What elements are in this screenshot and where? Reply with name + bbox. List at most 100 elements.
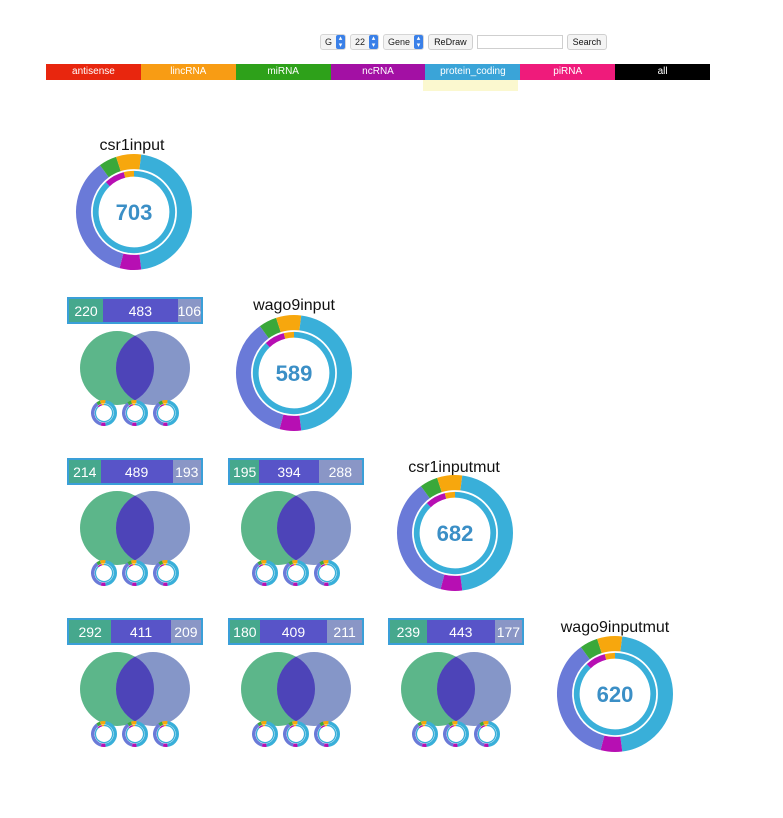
- donut-outer-segment: [417, 721, 423, 727]
- mini-donut[interactable]: [283, 559, 309, 586]
- mini-donut[interactable]: [153, 399, 179, 426]
- letter-select-value: G: [325, 37, 333, 47]
- comparison-count-bar[interactable]: 195 394 288: [228, 458, 364, 485]
- donut-outer-segment: [314, 723, 325, 747]
- venn-diagram[interactable]: [80, 491, 190, 586]
- donut-outer-segment: [122, 562, 133, 586]
- mini-donut[interactable]: [153, 559, 179, 586]
- venn-diagram[interactable]: [241, 491, 351, 586]
- mini-donut[interactable]: [91, 720, 117, 747]
- comparison-count-bar[interactable]: 214 489 193: [67, 458, 203, 485]
- mini-donut[interactable]: [314, 720, 340, 747]
- donut-outer-segment: [420, 477, 443, 499]
- donut-inner-segment: [159, 564, 165, 568]
- donut-outer-segment: [158, 560, 164, 566]
- venn-right-circle: [277, 652, 351, 726]
- donut-outer-segment: [158, 400, 164, 406]
- venn-diagram[interactable]: [241, 652, 351, 747]
- donut-outer-segment: [291, 721, 297, 725]
- venn-left-circle: [80, 652, 154, 726]
- comparison-count-bar[interactable]: 180 409 211: [228, 618, 364, 645]
- donut-inner-segment: [94, 563, 114, 583]
- mini-donut[interactable]: [283, 720, 309, 747]
- mini-donut[interactable]: [91, 559, 117, 586]
- count-shared: 411: [111, 620, 171, 643]
- sample-title-csr1input: csr1input: [99, 137, 165, 154]
- rna-type-bar: antisense lincRNA miRNA ncRNA protein_co…: [46, 64, 711, 80]
- mini-donut[interactable]: [474, 720, 500, 747]
- donut-inner-segment: [289, 725, 295, 729]
- donut-outer-segment: [437, 475, 456, 493]
- donut-inner-segment: [586, 654, 607, 669]
- mini-donut[interactable]: [122, 559, 148, 586]
- count-left: 292: [69, 620, 112, 643]
- mode-select[interactable]: Gene ▴ ▾: [383, 34, 425, 50]
- mini-donut[interactable]: [314, 559, 340, 586]
- comparison-count-bar[interactable]: 239 443 177: [388, 618, 524, 645]
- donut-inner-segment: [415, 724, 435, 744]
- donut-inner-segment: [317, 563, 337, 583]
- donut-outer-segment: [99, 560, 105, 564]
- mini-donut[interactable]: [122, 399, 148, 426]
- venn-left-circle: [401, 652, 475, 726]
- venn-diagram[interactable]: [80, 331, 190, 426]
- chevron-updown-icon: ▴ ▾: [414, 35, 424, 49]
- sample-title-wago9input: wago9input: [253, 297, 335, 314]
- type-antisense[interactable]: antisense: [46, 64, 141, 80]
- number-select[interactable]: 22 ▴ ▾: [350, 34, 380, 50]
- type-lincrna[interactable]: lincRNA: [140, 64, 236, 80]
- venn-left-circle: [80, 491, 154, 565]
- venn-right-circle: [116, 331, 190, 405]
- redraw-button[interactable]: ReDraw: [428, 34, 473, 50]
- sample-title-csr1inputmut: csr1inputmut: [408, 459, 500, 476]
- mini-donut[interactable]: [122, 720, 148, 747]
- letter-select[interactable]: G ▴ ▾: [320, 34, 347, 50]
- mini-donut[interactable]: [252, 559, 278, 586]
- comparison-count-bar[interactable]: 220 483 106: [67, 297, 203, 324]
- mini-donut[interactable]: [153, 720, 179, 747]
- donut-outer-segment: [119, 253, 142, 270]
- donut-outer-segment: [161, 400, 167, 404]
- donut-outer-segment: [297, 560, 309, 586]
- mini-donut[interactable]: [91, 399, 117, 426]
- mini-donut[interactable]: [252, 720, 278, 747]
- donut-inner-segment: [258, 564, 264, 568]
- donut-inner-segment: [92, 170, 176, 254]
- mini-donut[interactable]: [412, 720, 438, 747]
- donut-outer-segment: [99, 156, 122, 178]
- donut-outer-segment: [279, 414, 302, 431]
- donut-outer-segment: [127, 400, 133, 406]
- venn-right-circle: [116, 652, 190, 726]
- donut-outer-segment: [259, 317, 282, 339]
- type-ncrna[interactable]: ncRNA: [330, 64, 426, 80]
- search-button[interactable]: Search: [566, 34, 608, 50]
- donut-outer-segment: [127, 721, 133, 727]
- search-input[interactable]: [476, 35, 563, 49]
- donut-outer-segment: [448, 721, 454, 727]
- donut-outer-segment: [130, 560, 136, 564]
- selected-type-indicator: [423, 80, 518, 91]
- venn-diagram[interactable]: [401, 652, 511, 747]
- type-protein-coding[interactable]: protein_coding: [425, 64, 521, 80]
- donut-outer-segment: [319, 560, 325, 566]
- mode-select-value: Gene: [388, 37, 411, 47]
- type-mirna[interactable]: miRNA: [235, 64, 331, 80]
- mini-donut[interactable]: [443, 720, 469, 747]
- venn-overlap: [277, 656, 315, 722]
- count-right: 193: [172, 460, 202, 483]
- donut-outer-segment: [283, 562, 294, 586]
- type-pirna[interactable]: piRNA: [520, 64, 616, 80]
- venn-right-circle: [277, 491, 351, 565]
- type-all[interactable]: all: [615, 64, 711, 80]
- donut-outer-segment: [397, 486, 445, 590]
- donut-outer-segment: [91, 723, 102, 747]
- donut-inner-segment: [283, 331, 295, 339]
- venn-diagram[interactable]: [80, 652, 190, 747]
- donut-outer-segment: [600, 735, 623, 752]
- comparison-count-bar[interactable]: 292 411 209: [67, 618, 203, 645]
- donut-outer-segment: [314, 562, 325, 586]
